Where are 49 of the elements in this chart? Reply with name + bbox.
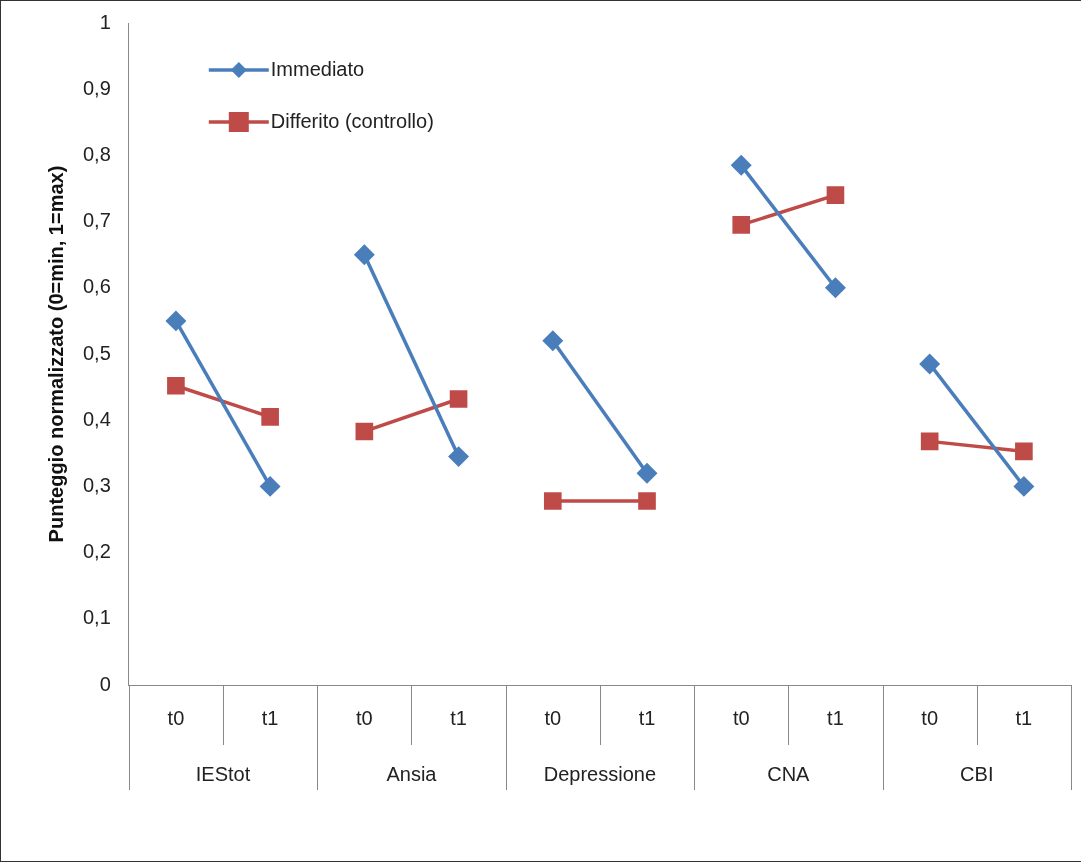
point	[166, 311, 186, 331]
x-tick-label: t0	[544, 706, 562, 729]
text: Ansia	[386, 762, 438, 785]
text: IEStot	[195, 762, 251, 785]
point	[261, 408, 279, 426]
point	[638, 492, 656, 510]
y-tick-label: 1	[99, 10, 111, 33]
y-tick-label: 0,8	[82, 142, 111, 165]
y-tick-label: 0	[99, 672, 111, 695]
y-tick-label: 0,2	[82, 540, 111, 563]
point	[920, 432, 939, 451]
point	[260, 476, 280, 497]
x-tick-label: t1	[827, 706, 844, 729]
point	[543, 331, 563, 351]
x-tick-label: t1	[638, 706, 656, 729]
y-tick-label: 0,1	[82, 606, 111, 629]
point	[826, 186, 845, 204]
point	[731, 155, 751, 176]
x-tick-label: t1	[450, 706, 467, 729]
point	[354, 244, 375, 265]
y-tick-label: 0,4	[82, 407, 111, 430]
point	[825, 278, 846, 298]
point	[919, 354, 940, 374]
x-tick-label: t1	[1015, 706, 1033, 729]
point	[449, 390, 468, 408]
legend-label: Differito (controllo)	[270, 109, 434, 132]
text: Depressione	[543, 762, 657, 785]
y-tick-label: 0,7	[82, 209, 111, 232]
y-tick-label: 0,3	[82, 473, 111, 496]
point	[355, 422, 374, 441]
x-tick-label: t0	[732, 706, 750, 729]
text: CBI	[960, 762, 994, 785]
point	[543, 492, 562, 510]
point	[732, 216, 751, 234]
point	[1014, 476, 1034, 497]
x-tick-label: t0	[921, 706, 939, 729]
legend-label: Immediato	[270, 57, 365, 80]
text: CNA	[767, 762, 811, 785]
y-tick-label: 0,5	[82, 341, 111, 364]
x-tick-label: t0	[167, 706, 185, 729]
y-axis-title: Punteggio normalizzato (0=min, 1=max)	[44, 165, 67, 543]
point	[167, 376, 185, 395]
y-tick-label: 0,9	[82, 76, 111, 99]
y-tick-label: 0,6	[82, 275, 111, 298]
point	[1015, 442, 1033, 461]
point	[637, 463, 657, 483]
x-tick-label: t0	[356, 706, 373, 729]
x-tick-label: t1	[261, 706, 279, 729]
point	[448, 446, 469, 467]
